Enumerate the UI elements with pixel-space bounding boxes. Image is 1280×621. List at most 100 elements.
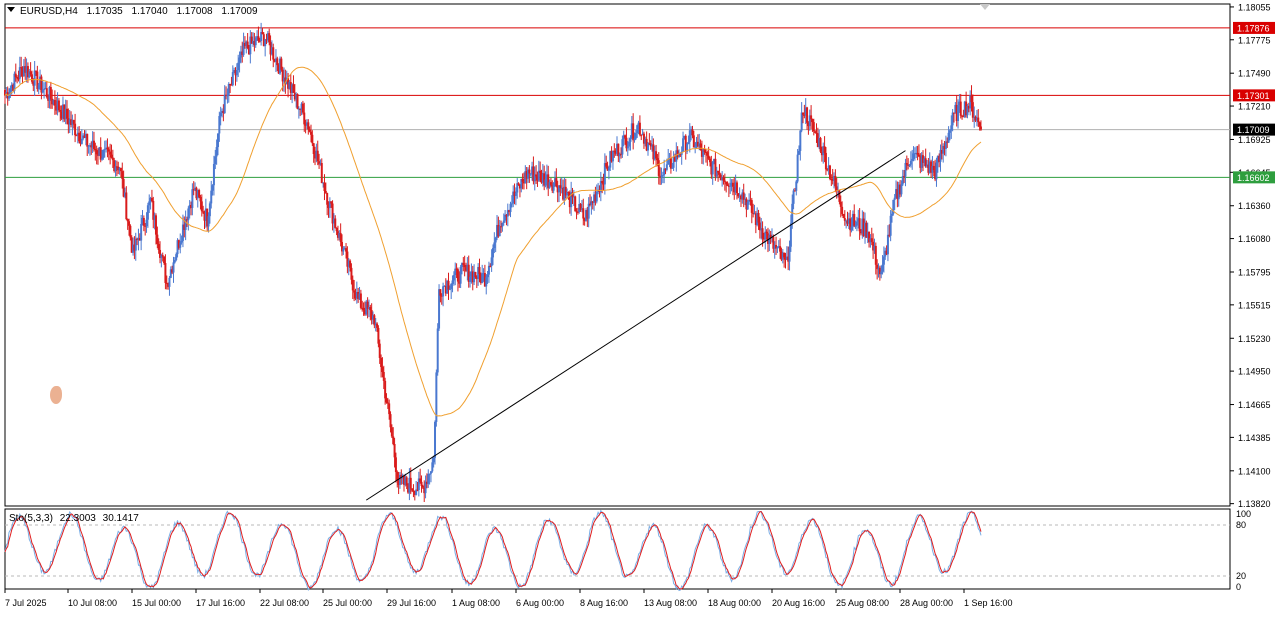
price-candle [827,165,830,170]
price-candle [572,196,575,198]
price-candle [615,143,618,154]
price-candle [381,367,384,373]
price-candle [510,203,513,205]
price-candle [210,190,213,204]
price-candle [312,143,315,155]
price-candle [442,286,445,297]
price-candle [509,203,512,213]
price-candle [235,70,238,76]
price-candle [566,191,569,196]
symbol-header: EURUSD,H4 1.17035 1.17040 1.17008 1.1700… [20,6,264,17]
main-chart-frame [4,3,1231,507]
chart-shift-marker-icon[interactable] [980,4,990,10]
price-candle [99,147,102,160]
price-candle [850,226,853,231]
price-candle [549,182,552,185]
price-candle [417,478,420,490]
price-candle [128,221,131,226]
price-candle [738,195,741,197]
price-candle [268,33,271,43]
price-candle [741,192,744,200]
price-candle [653,151,656,160]
price-candle [946,141,949,143]
stochastic-header: Sto(5,3,3) 22.3003 30.1417 [9,513,143,524]
price-candle [752,212,755,214]
price-candle [787,256,790,262]
price-candle [529,173,532,175]
price-candle [942,145,945,154]
price-candle [274,58,277,62]
price-candle [311,134,314,144]
price-candle [114,166,117,172]
price-candle [769,234,772,239]
price-candle [44,88,47,90]
price-candle [119,167,122,172]
price-candle [586,210,589,219]
price-candle [659,175,662,177]
price-candle [872,241,875,251]
price-candle [562,187,565,200]
price-candle [177,240,180,248]
price-candle [145,219,148,227]
price-candle [477,267,480,279]
price-candle [518,184,521,189]
price-candle [733,186,736,193]
price-candle [609,151,612,168]
price-candle [107,149,110,152]
price-candle [460,263,463,267]
price-candle [288,81,291,89]
price-candle [262,34,265,47]
price-candle [707,155,710,159]
price-candle [374,323,377,326]
price-candle [663,168,666,176]
price-candle [622,135,625,140]
price-candle [874,245,877,265]
price-candle [342,248,345,252]
price-candle [672,156,675,168]
ascending-trendline [365,150,906,501]
price-level-label-box [1233,171,1275,184]
price-candle [930,161,933,173]
price-candle [645,138,648,151]
price-candle [218,116,221,134]
price-candle [637,122,640,126]
price-candle [41,89,44,93]
price-candle [252,41,255,44]
price-candle [703,149,706,153]
price-candle [934,170,937,180]
price-candle [32,81,35,86]
price-candle [339,232,342,242]
price-candle [843,217,846,221]
stochastic-axis-label: 80 [1236,520,1246,530]
price-candle [473,271,476,283]
symbol-menu-caret-icon[interactable] [7,7,15,12]
price-candle [319,163,322,165]
price-candle [582,208,585,219]
price-candle [742,192,745,200]
price-candle [281,69,284,82]
price-candle [866,231,869,238]
price-candle [486,274,489,278]
price-candle [61,104,64,119]
price-candle [109,151,112,155]
price-candle [954,104,957,113]
price-candle [106,147,109,150]
price-candle [810,115,813,120]
price-candle [394,457,397,473]
price-candle [895,189,898,198]
price-candle [330,201,333,204]
price-candle [421,485,424,488]
price-candle [780,251,783,260]
price-candle [70,119,73,125]
price-level-label-box [1233,89,1275,102]
price-candle [789,223,792,247]
price-candle [355,292,358,299]
price-candle [740,195,743,200]
price-candle [806,107,809,123]
price-candle [382,372,385,381]
price-candle [727,185,730,187]
price-candle [133,244,136,251]
price-candle [231,72,234,86]
price-candle [655,151,658,159]
